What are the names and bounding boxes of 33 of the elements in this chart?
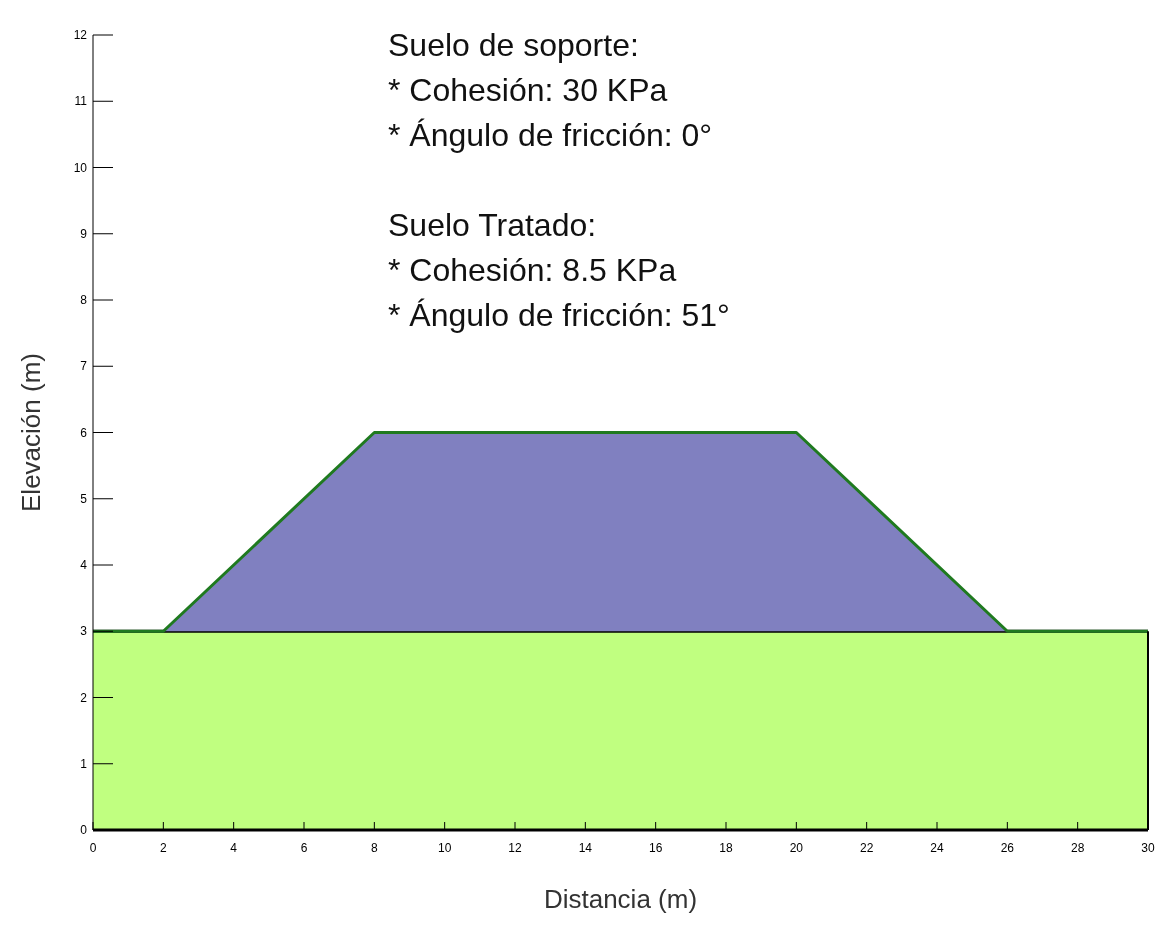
y-tick-label: 4	[80, 558, 88, 572]
y-axis-title: Elevación (m)	[16, 353, 46, 512]
y-tick-label: 0	[80, 823, 88, 837]
annotation: Suelo Tratado: * Cohesión: 8.5 KPa * Ángulo de fricción: 51°	[388, 207, 730, 333]
x-tick-label: 26	[1000, 841, 1015, 855]
y-tick-label: 8	[80, 293, 88, 307]
y-tick-label: 11	[74, 94, 88, 109]
x-tick-label: 22	[859, 841, 874, 855]
x-tick-label: 8	[370, 841, 378, 855]
x-tick-label: 24	[930, 841, 944, 855]
y-tick-label: 10	[73, 160, 88, 175]
y-tick-label: 6	[80, 425, 88, 440]
y-tick-label: 2	[80, 690, 88, 705]
x-tick-label: 20	[789, 841, 804, 855]
x-tick-label: 16	[648, 841, 663, 855]
x-tick-label: 14	[578, 841, 593, 855]
x-tick-label: 0	[89, 841, 97, 855]
x-tick-label: 12	[508, 841, 522, 855]
y-tick-label: 12	[73, 28, 88, 42]
x-tick-label: 6	[300, 841, 308, 855]
x-axis-title: Distancia (m)	[543, 884, 698, 914]
y-tick-label: 7	[80, 359, 88, 374]
x-tick-label: 10	[437, 841, 452, 855]
y-tick-label: 5	[80, 491, 88, 506]
annotation: Suelo de soporte: * Cohesión: 30 KPa * Ángulo de fricción: 0°	[388, 27, 713, 153]
y-tick-label: 3	[80, 624, 88, 639]
x-tick-label: 18	[719, 841, 733, 855]
y-tick-label: 1	[80, 756, 88, 771]
x-tick-label: 2	[159, 841, 167, 855]
x-tick-label: 4	[230, 841, 238, 855]
x-tick-label: 28	[1070, 841, 1085, 855]
x-tick-label: 30	[1141, 841, 1155, 855]
y-tick-label: 9	[80, 226, 88, 241]
